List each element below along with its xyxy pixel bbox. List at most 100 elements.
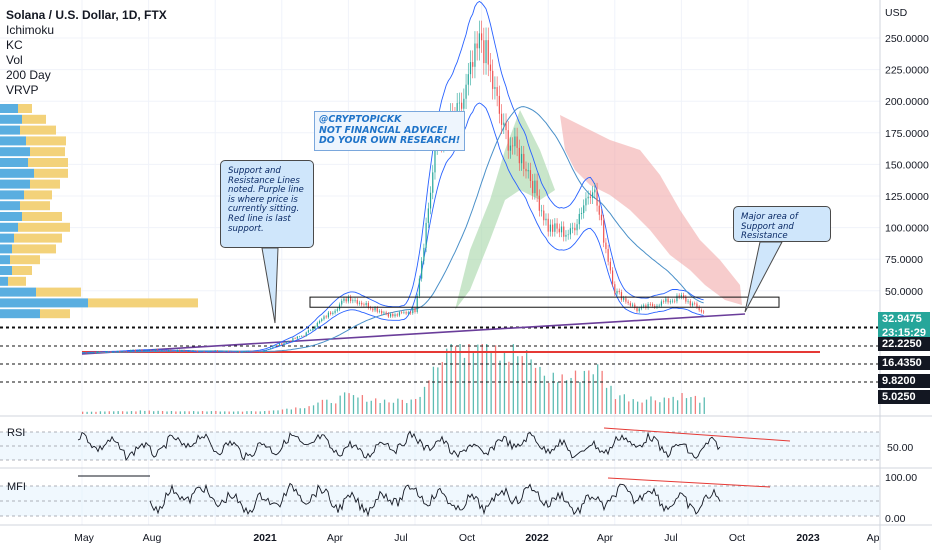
volume-bar-260 (659, 402, 661, 414)
candle-body-209 (545, 218, 547, 221)
volume-bar-144 (401, 399, 403, 414)
volume-bar-66 (228, 411, 230, 414)
candle-body-254 (645, 305, 647, 308)
candle-body-106 (316, 322, 318, 327)
price-tag-3[interactable]: 16.4350 (878, 356, 930, 370)
candle-body-95 (292, 338, 294, 342)
candle-body-180 (481, 33, 483, 41)
candle-body-63 (221, 351, 223, 353)
legend-indicator-vol[interactable]: Vol (6, 53, 23, 67)
candle-body-233 (598, 205, 600, 215)
rsi-label[interactable]: RSI (7, 427, 26, 439)
volume-bar-214 (557, 382, 559, 414)
candle-body-267 (674, 300, 676, 302)
candle-body-98 (298, 336, 301, 338)
legend-indicator-200day[interactable]: 200 Day (6, 68, 51, 82)
price-axis[interactable]: USD 250.0000 225.0000 200.0000 175.0000 150.0… (879, 0, 929, 550)
candle-body-256 (649, 304, 651, 305)
candle-body-32 (152, 350, 154, 352)
volume-bar-14 (113, 411, 115, 414)
candle-body-119 (345, 298, 347, 302)
legend-indicator-vrvp[interactable]: VRVP (6, 83, 39, 97)
volume-bar-48 (188, 411, 190, 414)
candle-body-8 (99, 351, 101, 352)
candle-body-122 (352, 300, 354, 302)
legend-indicator-ichimoku[interactable]: Ichimoku (6, 23, 55, 37)
indicator-panes (0, 415, 932, 526)
volume-bar-62 (219, 411, 221, 414)
candle-body-83 (265, 349, 267, 351)
candle-body-216 (560, 226, 563, 233)
mfi-tick-label-top: 100.00 (885, 472, 917, 484)
candle-body-278 (698, 307, 700, 311)
candle-body-36 (161, 350, 163, 352)
candle-body-64 (223, 351, 225, 353)
price-tag-1[interactable]: 23:15:29 (878, 326, 930, 340)
candle-body-3 (88, 353, 90, 354)
mfi-line (149, 482, 721, 517)
volume-bar-12 (108, 411, 110, 414)
candle-body-189 (500, 113, 503, 125)
volume-bar-280 (703, 397, 705, 414)
price-tick-label-3: 175.0000 (885, 128, 929, 140)
support-callout[interactable]: Support and Resistance Lines noted. Purp… (220, 160, 314, 248)
candle-body-29 (145, 350, 147, 351)
support-callout-text: Support and Resistance Lines noted. Purp… (228, 166, 304, 234)
price-tag-2[interactable]: 22.2250 (878, 337, 930, 351)
candle-body-266 (671, 300, 674, 302)
legend-indicator-kc[interactable]: KC (6, 38, 23, 52)
candle-body-202 (529, 170, 532, 181)
time-tick-label-2: 2021 (253, 532, 277, 544)
area-callout[interactable]: Major area of Support and Resistance (733, 206, 831, 242)
vrvp-row-up-19 (0, 309, 40, 319)
candle-body-131 (372, 308, 374, 311)
price-tick-label-4: 150.0000 (885, 159, 929, 171)
candle-body-97 (296, 336, 298, 339)
volume-bar-248 (632, 399, 634, 414)
candle-body-150 (414, 308, 416, 312)
candle-body-112 (330, 312, 332, 314)
candle-body-24 (134, 349, 136, 352)
volume-bar-178 (477, 344, 479, 414)
volume-bar-88 (277, 410, 279, 414)
candle-body-22 (130, 349, 132, 353)
candle-body-115 (336, 309, 338, 311)
candle-body-75 (247, 350, 250, 352)
candle-body-11 (105, 351, 108, 353)
support-zone-box[interactable] (309, 296, 780, 308)
candle-body-65 (225, 350, 227, 352)
candle-body-213 (554, 223, 556, 232)
candle-body-220 (569, 228, 571, 235)
candle-body-49 (190, 350, 192, 352)
candle-body-127 (363, 304, 365, 306)
price-tag-5[interactable]: 5.0250 (878, 390, 930, 404)
candle-body-128 (365, 302, 367, 305)
time-axis[interactable]: May Aug 2021 Apr Jul Oct 2022 Apr Jul Oct 2023 Ap (74, 532, 880, 544)
candle-body-18 (121, 351, 123, 353)
candle-body-197 (518, 147, 520, 164)
vrvp-row-up-4 (0, 147, 30, 157)
vrvp-row-down-19 (40, 309, 70, 319)
mfi-label[interactable]: MFI (7, 481, 26, 493)
volume-bar-256 (650, 396, 652, 414)
vrvp-row-down-11 (18, 222, 70, 232)
price-tag-4[interactable]: 9.8200 (878, 374, 930, 388)
candle-body-151 (416, 295, 418, 312)
price-tag-0[interactable]: 32.9475 (878, 312, 930, 326)
legend-title[interactable]: Solana / U.S. Dollar, 1D, FTX (6, 8, 167, 22)
candle-body-177 (474, 43, 476, 67)
support-zone[interactable] (261, 241, 783, 324)
volume-bars (82, 344, 705, 414)
watermark-note: @CRYPTOPICKK NOT FINANCIAL ADVICE! DO YO… (314, 111, 466, 151)
mfi-divergence-line (607, 477, 771, 488)
candle-body-242 (618, 291, 620, 293)
candle-body-268 (676, 295, 678, 302)
candle-body-103 (310, 330, 312, 331)
candle-body-51 (194, 350, 196, 351)
candle-body-217 (563, 226, 565, 237)
candle-body-230 (592, 192, 594, 198)
candle-body-240 (614, 284, 616, 294)
vrvp-row-down-2 (20, 125, 56, 135)
candle-body-201 (527, 170, 529, 172)
